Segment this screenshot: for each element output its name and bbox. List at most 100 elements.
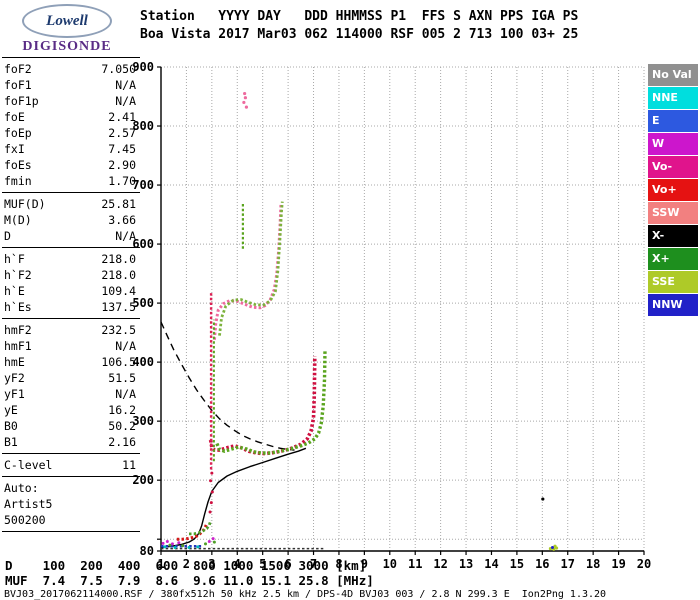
param-value: 51.5 (108, 371, 136, 385)
axes (157, 66, 645, 555)
param-group: hmF2 232.5 hmF1 N/A hmE 106.5 yF2 51.5 yF1 N/A yE 1… (2, 318, 140, 453)
points-third-order-pink-dots (243, 96, 247, 100)
param-label: foE (4, 110, 25, 124)
trace-e-layer-x-trace (189, 519, 213, 536)
x-axis-label: 1 (157, 557, 164, 571)
param-value: 25.81 (101, 197, 136, 211)
x-axis-label: 10 (383, 557, 397, 571)
lowell-digisonde-logo: Lowell DIGISONDE (6, 4, 128, 55)
trace-muf-transmission-curve (160, 321, 295, 451)
param-value: 2.16 (108, 435, 136, 449)
points-spread-low-o-dots (209, 479, 213, 483)
param-row-md: M(D) 3.66 (4, 212, 136, 228)
x-axis-label: 11 (408, 557, 422, 571)
param-label: yF1 (4, 387, 25, 401)
param-group: Auto: Artist5 500200 (2, 476, 140, 531)
param-row-b1: B1 2.16 (4, 434, 136, 450)
param-value: 7.45 (108, 142, 136, 156)
param-label: h`Es (4, 300, 32, 314)
param-value: 2.57 (108, 126, 136, 140)
param-row-foes: foEs 2.90 (4, 157, 136, 173)
param-row-fxi: fxI 7.45 (4, 141, 136, 157)
param-group: MUF(D) 25.81 M(D) 3.66 D N/A (2, 192, 140, 247)
param-label: foF1 (4, 78, 32, 92)
param-value: 218.0 (101, 252, 136, 266)
param-value: 11 (122, 458, 136, 472)
y-axis-label: 800 (132, 119, 154, 133)
lowell-logo-oval: Lowell (22, 4, 112, 38)
points-spread-low-o-dots (208, 510, 212, 514)
param-label: Auto: (4, 481, 39, 495)
param-group: C-level 11 (2, 453, 140, 476)
param-value: 106.5 (101, 355, 136, 369)
x-axis-label: 3 (208, 557, 215, 571)
param-row-b0: B0 50.2 (4, 418, 136, 434)
x-axis-label: 2 (183, 557, 190, 571)
points-noise-dots-green (181, 544, 185, 548)
points-noise-dots-green (212, 540, 216, 544)
y-axis-label: 80 (140, 544, 154, 558)
x-axis-label: 4 (234, 557, 241, 571)
param-row-fof1p: foF1p N/A (4, 93, 136, 109)
param-row-hf2: h`F2 218.0 (4, 267, 136, 283)
legend-item-x-: X- (648, 225, 698, 247)
param-row-hf: h`F 218.0 (4, 251, 136, 267)
param-value: 218.0 (101, 268, 136, 282)
legend-item-nne: NNE (648, 87, 698, 109)
grid (161, 66, 645, 551)
points-spread-low-o-dots (210, 471, 214, 475)
points-noise-dots-cyan (187, 545, 191, 549)
param-label: fmin (4, 174, 32, 188)
param-group: foF2 7.050 foF1 N/A foF1p N/A foE 2.41 foEp 2.57 f… (2, 57, 140, 192)
param-value: 3.66 (108, 213, 136, 227)
points-noise-dots-magenta (165, 540, 169, 544)
param-row-fof1: foF1 N/A (4, 77, 136, 93)
param-row-ye: yE 16.2 (4, 402, 136, 418)
param-label: foEs (4, 158, 32, 172)
param-label: foEp (4, 126, 32, 140)
points-noise-dots-magenta (161, 541, 165, 545)
param-label: hmE (4, 355, 25, 369)
series (160, 91, 559, 551)
legend-item-no-val: No Val (648, 64, 698, 86)
x-axis-label: 9 (361, 557, 368, 571)
points-noise-dots-magenta (177, 541, 181, 545)
param-label: h`E (4, 284, 25, 298)
x-axis-label: 5 (259, 557, 266, 571)
param-value: 16.2 (108, 403, 136, 417)
points-interference-dot-blue (550, 545, 554, 549)
param-row-d: D N/A (4, 228, 136, 244)
param-label: h`F (4, 252, 25, 266)
trace-o-mode-second-order (212, 203, 283, 340)
trace-true-height-profile (160, 447, 307, 549)
x-axis-label: 14 (484, 557, 498, 571)
x-axis-label: 15 (510, 557, 524, 571)
station-header-line2: Boa Vista 2017 Mar03 062 114000 RSF 005 … (140, 27, 579, 42)
param-label: hmF2 (4, 323, 32, 337)
param-label: yF2 (4, 371, 25, 385)
y-axis-label: 900 (132, 60, 154, 74)
points-noise-dots-magenta (170, 542, 174, 546)
param-row-clevel: C-level 11 (4, 457, 136, 473)
y-axis-label: 400 (132, 355, 154, 369)
param-row-artist5: Artist5 (4, 496, 136, 512)
y-axis-label: 600 (132, 237, 154, 251)
param-row-fmin: fmin 1.70 (4, 173, 136, 189)
legend-item-vo-: Vo+ (648, 179, 698, 201)
x-axis-label: 18 (586, 557, 600, 571)
legend-item-vo-: Vo- (648, 156, 698, 178)
param-label: M(D) (4, 213, 32, 227)
legend-item-w: W (648, 133, 698, 155)
legend-item-sse: SSE (648, 271, 698, 293)
param-label: foF2 (4, 62, 32, 76)
x-axis-label: 8 (335, 557, 342, 571)
parameter-panel: foF2 7.050 foF1 N/A foF1p N/A foE 2.41 foEp 2.57 f… (2, 57, 140, 532)
logo-lowell-text: Lowell (46, 12, 88, 29)
trace-x-mode-second-order (218, 201, 284, 336)
param-label: fxI (4, 142, 25, 156)
legend-item-nnw: NNW (648, 294, 698, 316)
param-row-yf1: yF1 N/A (4, 386, 136, 402)
param-row-he: h`E 109.4 (4, 283, 136, 299)
